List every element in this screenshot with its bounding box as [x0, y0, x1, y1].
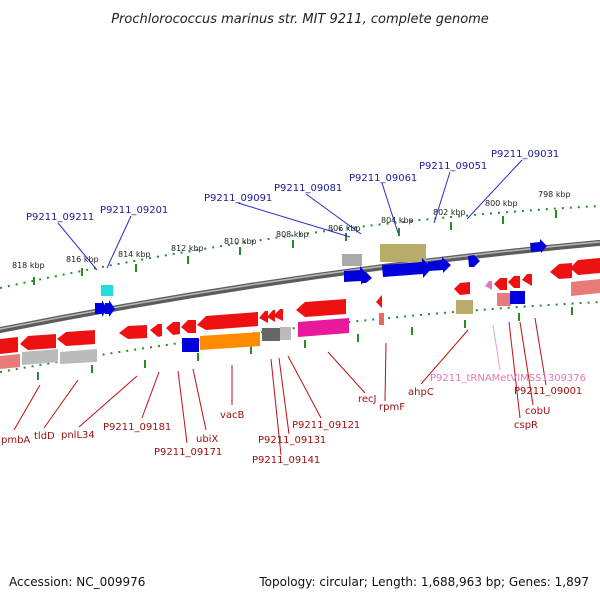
gene-label[interactable]: pnlL34 — [61, 430, 95, 441]
gene-forward[interactable] — [362, 272, 372, 283]
top-label-leaders — [57, 159, 523, 271]
genome-backbone-highlight — [0, 241, 600, 330]
gene-label[interactable]: P9211_09211 — [26, 212, 94, 223]
gene-reverse[interactable] — [522, 274, 532, 286]
gene-label[interactable]: P9211_09081 — [274, 183, 342, 194]
scale-tick-label: 816 kbp — [66, 255, 99, 264]
scale-tick-label: 812 kbp — [171, 244, 204, 253]
gene-label[interactable]: P9211_09141 — [252, 455, 320, 466]
genome-backbone — [0, 239, 600, 334]
gene-forward[interactable] — [380, 244, 426, 262]
scale-tick-label: 802 kbp — [433, 208, 466, 217]
accession-text: Accession: NC_009976 — [9, 575, 145, 589]
gene-reverse[interactable] — [497, 293, 511, 306]
gene-reverse[interactable] — [510, 291, 525, 304]
gene-label[interactable]: cspR — [514, 420, 538, 431]
gene-label[interactable]: P9211_09121 — [292, 420, 360, 431]
genome-summary-text: Topology: circular; Length: 1,688,963 bp… — [258, 575, 589, 589]
gene-reverse[interactable] — [22, 349, 58, 365]
gene-label[interactable]: ubiX — [196, 434, 218, 445]
gene-forward[interactable] — [468, 255, 480, 267]
scale-tick-label: 818 kbp — [12, 261, 45, 270]
gene-label[interactable]: P9211_09031 — [491, 149, 559, 160]
gene-reverse[interactable] — [262, 328, 280, 341]
gene-forward[interactable] — [342, 254, 362, 266]
scale-tick-label: 810 kbp — [224, 237, 257, 246]
gene-label[interactable]: rpmF — [379, 402, 405, 413]
gene-label[interactable]: P9211_09171 — [154, 447, 222, 458]
gene-label[interactable]: P9211_09201 — [100, 205, 168, 216]
gene-reverse[interactable] — [20, 334, 56, 350]
gene-reverse[interactable] — [57, 330, 95, 346]
gene-reverse[interactable] — [181, 320, 196, 333]
gene-label[interactable]: tldD — [34, 431, 55, 442]
gene-label[interactable]: vacB — [220, 410, 245, 421]
gene-reverse[interactable] — [0, 337, 18, 354]
scale-tick-label: 806 kbp — [328, 224, 361, 233]
gene-label-trna[interactable]: P9211_tRNAMetVIMSS1309376 — [430, 373, 586, 384]
gene-reverse[interactable] — [273, 309, 283, 321]
gene-reverse[interactable] — [494, 278, 507, 290]
gene-reverse[interactable] — [200, 332, 260, 350]
gene-label[interactable]: P9211_09091 — [204, 193, 272, 204]
gene-reverse[interactable] — [197, 312, 258, 330]
gene-reverse[interactable] — [267, 310, 275, 322]
gene-label[interactable]: recJ — [358, 394, 377, 405]
gene-forward[interactable] — [382, 258, 432, 278]
gene-forward[interactable] — [95, 300, 107, 317]
gene-reverse[interactable] — [280, 327, 291, 340]
gene-label[interactable]: P9211_09051 — [419, 161, 487, 172]
gene-reverse[interactable] — [0, 354, 20, 369]
gene-label[interactable]: P9211_09131 — [258, 435, 326, 446]
gene-reverse[interactable] — [119, 325, 147, 339]
gene-label[interactable]: pmbA — [1, 435, 30, 446]
scale-major-ticks — [33, 210, 573, 380]
scale-tick-label: 804 kbp — [381, 216, 414, 225]
reverse-genes — [0, 258, 600, 369]
gene-reverse[interactable] — [570, 258, 600, 275]
gene-forward[interactable] — [101, 285, 113, 296]
gene-reverse[interactable] — [259, 311, 268, 323]
gene-label[interactable]: P9211_09001 — [514, 386, 582, 397]
gene-reverse[interactable] — [376, 295, 382, 308]
forward-genes — [95, 239, 547, 317]
gene-label[interactable]: P9211_09181 — [103, 422, 171, 433]
gene-reverse[interactable] — [296, 299, 346, 317]
trna-leader — [492, 324, 501, 371]
gene-label[interactable]: cobU — [525, 406, 550, 417]
bottom-label-leaders — [13, 317, 547, 456]
scale-tick-label: 808 kbp — [276, 230, 309, 239]
scale-line-upper — [0, 205, 600, 289]
gene-reverse[interactable] — [298, 318, 349, 337]
gene-label[interactable]: P9211_09061 — [349, 173, 417, 184]
gene-reverse[interactable] — [456, 300, 473, 314]
gene-forward[interactable] — [105, 300, 115, 317]
gene-reverse[interactable] — [485, 281, 492, 290]
gene-reverse[interactable] — [571, 279, 600, 296]
gene-forward[interactable] — [530, 239, 547, 253]
gene-reverse[interactable] — [550, 263, 572, 279]
scale-tick-label: 800 kbp — [485, 199, 518, 208]
gene-label[interactable]: ahpC — [408, 387, 434, 398]
scale-tick-label: 798 kbp — [538, 190, 571, 199]
gene-forward[interactable] — [428, 257, 451, 273]
gene-reverse[interactable] — [182, 338, 199, 352]
scale-tick-label: 814 kbp — [118, 250, 151, 259]
gene-reverse[interactable] — [454, 282, 470, 295]
gene-reverse[interactable] — [150, 324, 162, 337]
map-title: Prochlorococcus marinus str. MIT 9211, c… — [111, 12, 489, 27]
gene-reverse[interactable] — [166, 322, 180, 335]
gene-reverse[interactable] — [379, 313, 384, 325]
gene-reverse[interactable] — [508, 276, 520, 288]
gene-reverse[interactable] — [60, 349, 97, 364]
scale-line-lower — [0, 301, 600, 373]
